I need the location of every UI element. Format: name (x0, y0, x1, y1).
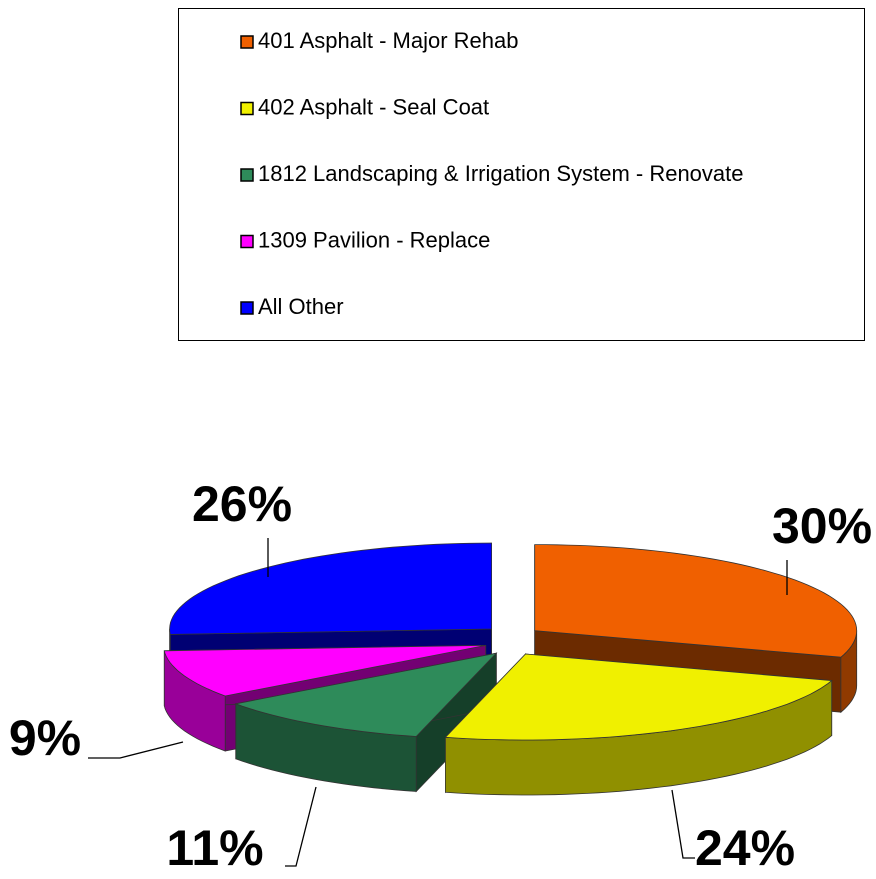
data-label: 11% (166, 820, 263, 876)
legend-marker (240, 234, 254, 249)
slice (234, 652, 498, 737)
legend-label: 401 Asphalt - Major Rehab (258, 28, 519, 53)
data-label: 30% (772, 498, 872, 554)
slice (444, 653, 833, 741)
slice (163, 645, 486, 697)
slice (444, 653, 833, 796)
legend-marker (240, 35, 254, 49)
data-label: 26% (192, 476, 292, 532)
legend-marker (240, 101, 254, 116)
data-label: 24% (695, 820, 795, 876)
legend-label: All Other (258, 294, 344, 319)
legend-label: 1309 Pavilion - Replace (258, 227, 490, 252)
slice (169, 542, 492, 635)
legend-box (178, 8, 865, 341)
legend-marker (240, 168, 254, 182)
legend-label: 402 Asphalt - Seal Coat (258, 94, 489, 119)
legend-marker (240, 301, 254, 315)
legend-label: 1812 Landscaping & Irrigation System - R… (258, 161, 744, 186)
data-label: 9% (9, 710, 81, 766)
slice (534, 544, 858, 658)
leader-line (671, 789, 695, 859)
leader-line (285, 786, 317, 867)
slice (234, 652, 498, 793)
leader-line (88, 741, 184, 759)
